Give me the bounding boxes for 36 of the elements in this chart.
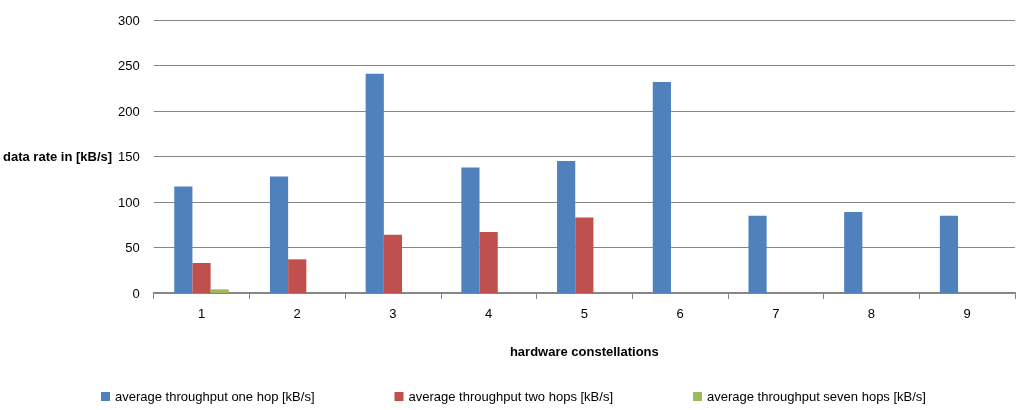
x-axis-title: hardware constellations bbox=[509, 344, 659, 359]
y-tick-label: 300 bbox=[117, 12, 140, 28]
bar bbox=[939, 215, 959, 293]
y-tick-label: 0 bbox=[132, 285, 140, 301]
bar bbox=[210, 289, 229, 293]
legend-label: average throughput two hops [kB/s] bbox=[408, 389, 614, 404]
bar bbox=[269, 176, 289, 293]
bar bbox=[557, 161, 576, 293]
y-tick-label: 200 bbox=[117, 103, 140, 119]
bar bbox=[174, 186, 193, 293]
bar bbox=[479, 232, 498, 293]
x-tick-label: 7 bbox=[772, 306, 780, 321]
y-tick-label: 250 bbox=[117, 58, 140, 73]
x-tick-label: 4 bbox=[485, 306, 493, 321]
bar bbox=[383, 234, 403, 293]
x-tick-label: 1 bbox=[197, 306, 206, 321]
y-tick-label: 150 bbox=[117, 149, 140, 164]
bar bbox=[652, 81, 671, 293]
bar bbox=[844, 212, 863, 293]
bar bbox=[748, 215, 767, 293]
x-tick-label: 9 bbox=[963, 306, 971, 321]
x-tick-label: 5 bbox=[580, 306, 588, 321]
y-axis-title: data rate in [kB/s] bbox=[3, 149, 113, 164]
legend-label: average throughput one hop [kB/s] bbox=[115, 389, 315, 404]
bar bbox=[288, 259, 307, 293]
x-tick-label: 2 bbox=[293, 306, 301, 321]
bar bbox=[365, 73, 384, 293]
y-tick-label: 100 bbox=[117, 194, 140, 210]
legend-label: average throughput seven hops [kB/s] bbox=[707, 389, 926, 404]
bar bbox=[575, 217, 594, 293]
bar bbox=[461, 167, 480, 293]
x-tick-label: 6 bbox=[676, 306, 684, 321]
x-tick-label: 3 bbox=[389, 306, 397, 321]
bar bbox=[192, 262, 211, 293]
y-tick-label: 50 bbox=[125, 240, 140, 255]
x-tick-label: 8 bbox=[867, 306, 876, 321]
